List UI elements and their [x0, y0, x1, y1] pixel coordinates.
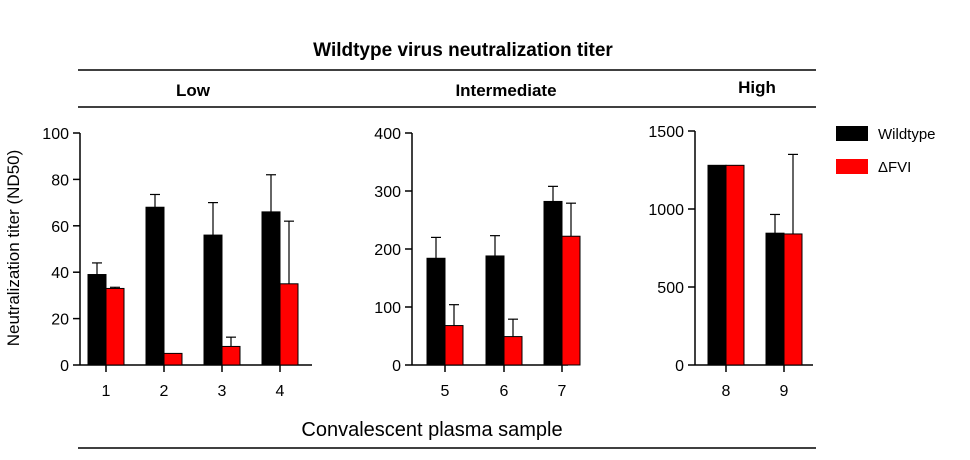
bar-dfvi [503, 336, 523, 366]
bar-dfvi [105, 287, 125, 366]
y-tick-label: 400 [374, 126, 401, 143]
legend-label-dfvi: ΔFVI [878, 159, 911, 176]
x-tick-label: 8 [722, 383, 731, 400]
bar-wildtype [543, 200, 563, 366]
bar-dfvi [444, 325, 464, 366]
x-tick-label: 9 [780, 383, 789, 400]
panel-low: 0 20 40 60 80 100 1 2 3 4 [42, 126, 312, 400]
panel-title-high: High [738, 78, 776, 97]
y-tick-label: 100 [42, 126, 69, 143]
y-tick-label: 500 [657, 280, 684, 297]
panel-title-intermediate: Intermediate [455, 81, 556, 100]
y-tick-label: 1000 [648, 202, 684, 219]
bar-wildtype [485, 255, 505, 366]
bar-dfvi [561, 235, 581, 366]
panel-title-low: Low [176, 81, 211, 100]
y-tick-label: 20 [51, 312, 69, 329]
bar-wildtype [87, 274, 107, 366]
bar-wildtype [707, 164, 727, 366]
bar-wildtype [426, 257, 446, 366]
y-tick-label: 300 [374, 184, 401, 201]
legend-swatch-wildtype [836, 126, 868, 141]
y-tick-label: 200 [374, 242, 401, 259]
bar-wildtype [261, 211, 281, 366]
y-tick-label: 60 [51, 219, 69, 236]
bar-dfvi [783, 233, 803, 366]
panel-intermediate: 0 100 200 300 400 5 6 7 [374, 126, 581, 400]
bar-wildtype [145, 206, 165, 366]
x-tick-label: 2 [160, 383, 169, 400]
panel-high: 0 500 1000 1500 8 9 [648, 124, 813, 400]
bar-wildtype [203, 234, 223, 366]
legend: Wildtype ΔFVI [836, 126, 936, 176]
figure-title: Wildtype virus neutralization titer [313, 40, 613, 61]
bar-dfvi [163, 352, 183, 366]
bar-wildtype [765, 232, 785, 366]
x-tick-label: 7 [558, 383, 567, 400]
x-tick-label: 3 [218, 383, 227, 400]
x-tick-label: 5 [441, 383, 450, 400]
y-tick-label: 0 [60, 358, 69, 375]
y-tick-label: 80 [51, 172, 69, 189]
y-tick-label: 1500 [648, 124, 684, 141]
x-tick-label: 1 [102, 383, 111, 400]
bar-dfvi [725, 164, 745, 366]
y-tick-label: 0 [392, 358, 401, 375]
x-axis-label: Convalescent plasma sample [301, 419, 562, 441]
x-tick-label: 6 [500, 383, 509, 400]
bar-dfvi [279, 283, 299, 366]
legend-swatch-dfvi [836, 159, 868, 174]
y-tick-label: 100 [374, 300, 401, 317]
y-axis-label: Neutralization titer (ND50) [4, 150, 23, 347]
y-tick-label: 0 [675, 358, 684, 375]
legend-label-wildtype: Wildtype [878, 126, 936, 143]
x-tick-label: 4 [276, 383, 285, 400]
y-tick-label: 40 [51, 265, 69, 282]
bar-dfvi [221, 345, 241, 366]
